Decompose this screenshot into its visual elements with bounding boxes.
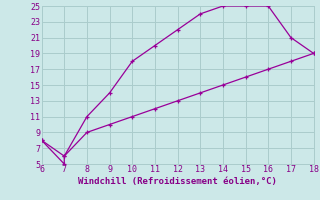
X-axis label: Windchill (Refroidissement éolien,°C): Windchill (Refroidissement éolien,°C) xyxy=(78,177,277,186)
